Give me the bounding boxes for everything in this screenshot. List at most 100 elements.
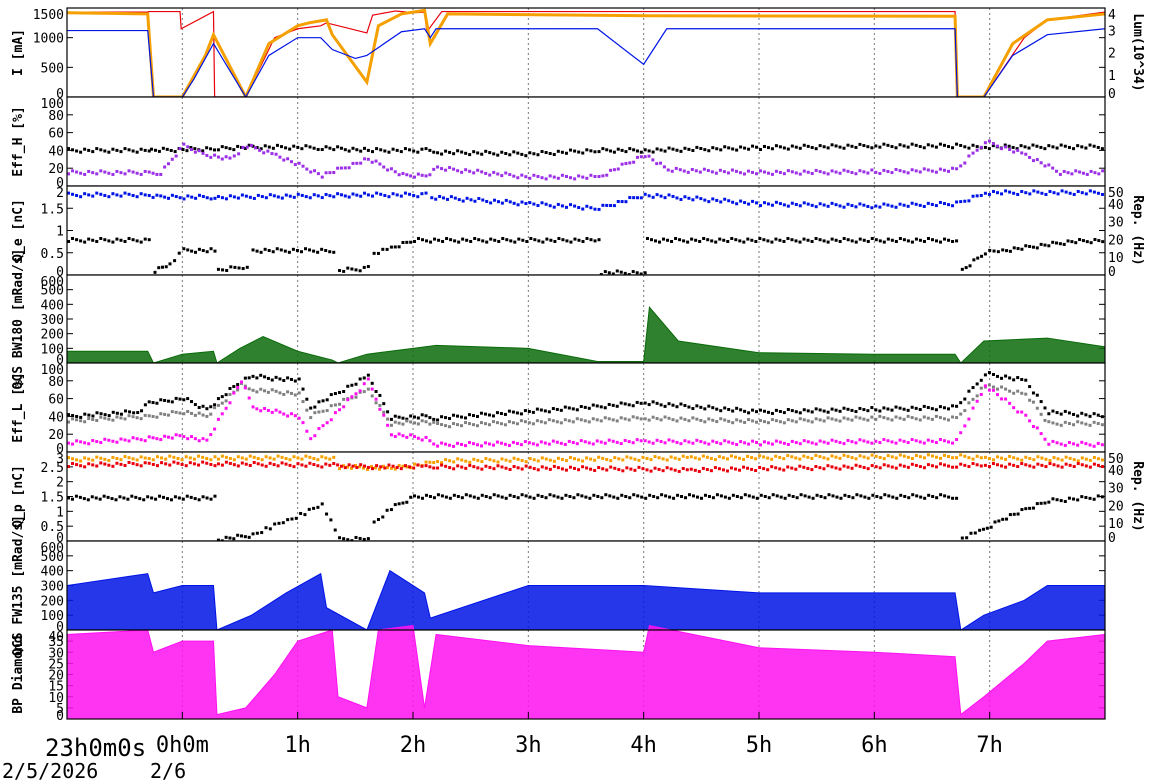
data-point-blue: [504, 198, 508, 202]
data-point-black: [659, 148, 663, 152]
data-point-red: [1060, 465, 1064, 469]
data-point-blue: [605, 203, 609, 207]
y-tick-label: 0.5: [41, 520, 64, 535]
data-point-black: [540, 150, 544, 154]
data-point-black: [695, 495, 699, 499]
data-point-magenta: [591, 442, 595, 446]
data-point-orange: [926, 453, 930, 457]
data-point-gray: [444, 424, 448, 428]
data-point-purple: [659, 161, 663, 165]
data-point-orange: [882, 457, 886, 461]
data-point-black: [715, 147, 719, 151]
data-point-black: [332, 250, 336, 254]
data-point-blue: [870, 206, 874, 210]
data-point-red: [540, 465, 544, 469]
data-point-black: [583, 405, 587, 409]
data-point-black: [243, 376, 247, 380]
data-point-black: [703, 407, 707, 411]
data-point-orange: [1000, 456, 1004, 460]
data-point-purple: [111, 172, 115, 176]
data-point-purple: [1062, 169, 1066, 173]
data-point-orange: [645, 456, 649, 460]
data-point-purple: [1074, 169, 1078, 173]
data-point-orange: [373, 466, 377, 470]
y-tick-label: 2.5: [41, 461, 64, 476]
data-point-blue: [268, 193, 272, 197]
data-point-red: [332, 462, 336, 466]
data-point-black: [524, 154, 528, 158]
data-point-black: [476, 496, 480, 500]
data-point-black: [1039, 242, 1043, 246]
data-point-gray: [1035, 406, 1039, 410]
data-point-blue: [934, 204, 938, 208]
data-point-black: [1084, 413, 1088, 417]
data-point-black: [1043, 501, 1047, 505]
data-point-purple: [476, 168, 480, 172]
data-point-black: [750, 238, 754, 242]
data-point-black: [1088, 414, 1092, 418]
data-point-red: [798, 464, 802, 468]
data-point-black: [477, 238, 481, 242]
data-point-magenta: [902, 439, 906, 443]
data-point-magenta: [259, 409, 263, 413]
data-point-gray: [996, 387, 1000, 391]
data-point-red: [366, 465, 370, 469]
data-point-black: [424, 493, 428, 497]
data-point-red: [774, 466, 778, 470]
data-point-orange: [496, 460, 500, 464]
data-point-black: [662, 237, 666, 241]
data-point-blue: [751, 199, 755, 203]
data-point-gray: [409, 420, 413, 424]
data-point-magenta: [483, 441, 487, 445]
data-point-blue: [424, 191, 428, 195]
data-point-black: [279, 248, 283, 252]
data-point-magenta: [452, 444, 456, 448]
data-point-black: [115, 237, 119, 241]
data-point-gray: [1067, 422, 1071, 426]
data-point-purple: [532, 173, 536, 177]
data-point-purple: [190, 148, 194, 152]
data-point-black: [338, 536, 342, 540]
data-point-blue: [830, 201, 834, 205]
data-point-black: [165, 497, 169, 501]
data-point-black: [241, 267, 245, 271]
data-point-purple: [488, 173, 492, 177]
data-point-black: [461, 237, 465, 241]
data-point-purple: [228, 156, 232, 160]
data-point-black: [168, 262, 172, 266]
data-point-blue: [854, 205, 858, 209]
data-point-black: [143, 148, 147, 152]
data-point-black: [886, 237, 890, 241]
data-point-magenta: [667, 438, 671, 442]
data-point-gray: [975, 394, 979, 398]
data-point-black: [1012, 378, 1016, 382]
data-point-orange: [605, 458, 609, 462]
data-point-blue: [434, 197, 438, 201]
data-point-black: [870, 406, 874, 410]
data-point-purple: [249, 143, 253, 147]
data-point-red: [147, 461, 151, 465]
data-point-orange: [79, 459, 83, 463]
data-point-red: [220, 463, 224, 467]
data-point-black: [1088, 496, 1092, 500]
data-point-black: [874, 408, 878, 412]
data-point-black: [814, 147, 818, 151]
data-point-black: [286, 376, 290, 380]
data-point-black: [201, 495, 205, 499]
data-point-orange: [641, 455, 645, 459]
data-point-magenta: [683, 439, 687, 443]
data-point-orange: [127, 456, 131, 460]
data-point-blue: [143, 193, 147, 197]
data-point-red: [589, 467, 593, 471]
data-point-black: [173, 150, 177, 154]
data-point-black: [663, 404, 667, 408]
data-point-magenta: [432, 442, 436, 446]
data-point-blue: [213, 196, 217, 200]
data-point-magenta: [866, 440, 870, 444]
data-point-black: [719, 148, 723, 152]
data-point-red: [943, 463, 947, 467]
data-point-orange: [681, 454, 685, 458]
data-point-purple: [866, 171, 870, 175]
data-point-black: [754, 239, 758, 243]
data-point-red: [324, 462, 328, 466]
